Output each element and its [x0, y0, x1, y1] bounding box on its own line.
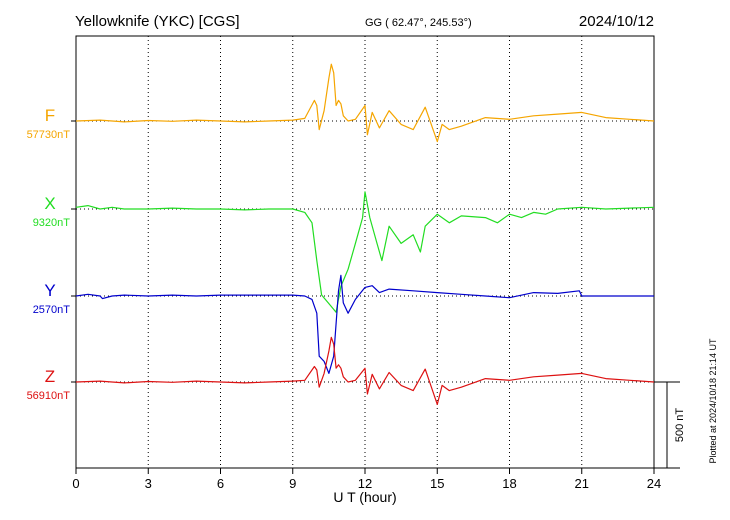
series-line-y: [75, 274, 654, 374]
baselines: [71, 120, 76, 383]
series-line-z: [75, 336, 655, 405]
x-tick-label: 24: [647, 476, 661, 491]
series-line-x: [75, 191, 655, 313]
series-lines: [75, 63, 655, 405]
baseline-value-z: 56910nT: [27, 390, 71, 402]
x-tick-label: 6: [217, 476, 224, 491]
plotted-timestamp: Plotted at 2024/10/18 21:14 UT: [708, 338, 718, 464]
x-tick-label: 3: [145, 476, 152, 491]
x-axis-label: U T (hour): [333, 489, 396, 505]
x-tick-label: 15: [430, 476, 444, 491]
x-tick-label: 21: [575, 476, 589, 491]
scale-bar-label: 500 nT: [674, 408, 686, 443]
x-tick-label: 0: [72, 476, 79, 491]
component-labels: F 57730nT X 9320nT Y 2570nT Z 56910nT: [27, 106, 71, 402]
baseline-value-f: 57730nT: [27, 129, 71, 141]
scale-bar: 500 nT: [654, 381, 686, 469]
chart-date: 2024/10/12: [579, 13, 654, 30]
series-line-f: [75, 63, 655, 143]
series-label-y: Y: [44, 281, 55, 300]
grid-lines: [76, 36, 654, 468]
x-tick-label: 9: [289, 476, 296, 491]
series-label-x: X: [44, 194, 55, 213]
series-label-z: Z: [45, 367, 55, 386]
baseline-value-x: 9320nT: [33, 217, 71, 229]
station-title: Yellowknife (YKC) [CGS]: [75, 13, 240, 30]
x-tick-label: 12: [358, 476, 372, 491]
series-label-f: F: [45, 106, 55, 125]
baseline-value-y: 2570nT: [33, 304, 71, 316]
x-tick-label: 18: [502, 476, 516, 491]
geographic-coords: GG ( 62.47°, 245.53°): [365, 17, 472, 29]
x-axis-ticks: 0 3 6 9 12 15 18 21 24: [72, 468, 661, 491]
